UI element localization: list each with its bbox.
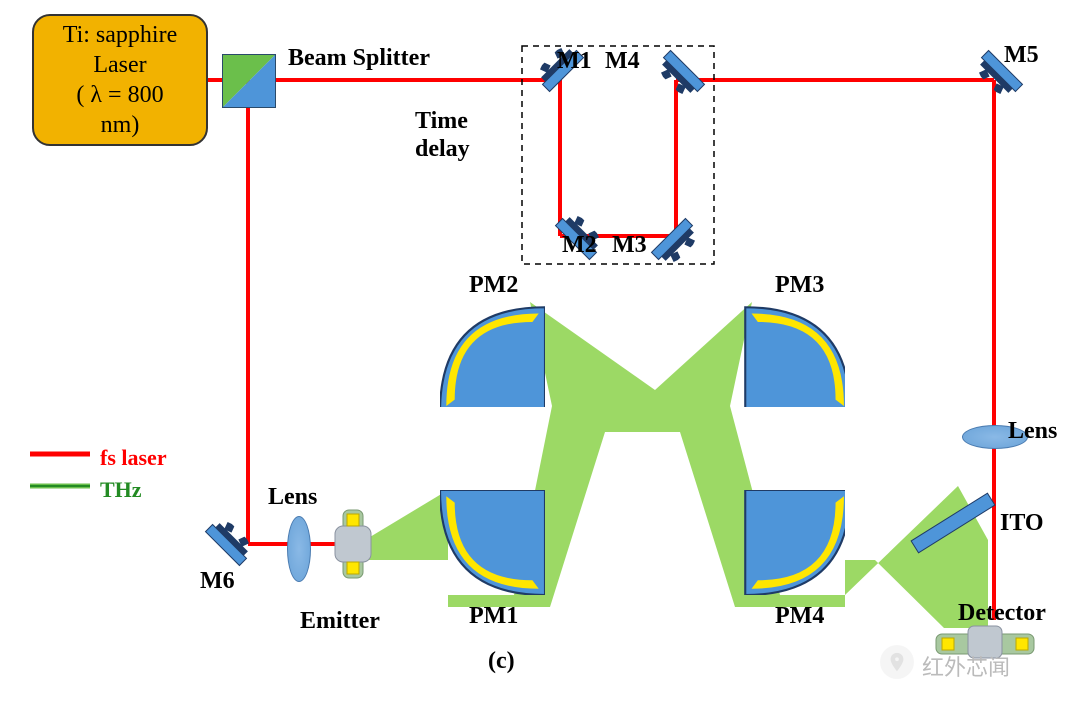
emitter — [333, 504, 373, 589]
label-m1: M1 — [557, 48, 592, 76]
lens-emitter — [287, 516, 311, 582]
label-lens1: Lens — [268, 484, 317, 512]
laser-beams — [208, 80, 994, 620]
parabolic-mirror-pm2 — [440, 302, 545, 407]
label-emitter: Emitter — [300, 608, 380, 636]
label-time-delay: Time delay — [415, 108, 470, 163]
figure-label: (c) — [488, 648, 515, 676]
label-m5: M5 — [1004, 42, 1039, 70]
watermark-text: 红外芯闻 — [922, 650, 1010, 682]
parabolic-mirror-pm4 — [740, 490, 845, 595]
source-line1: Ti: sapphire — [63, 22, 177, 48]
source-line3: ( λ = 800 — [76, 82, 163, 108]
parabolic-mirror-pm3 — [740, 302, 845, 407]
label-beam-splitter: Beam Splitter — [288, 45, 430, 73]
parabolic-mirror-pm1 — [440, 490, 545, 595]
beam-splitter — [222, 54, 276, 108]
legend-fs-label: fs laser — [100, 445, 167, 471]
label-pm2: PM2 — [469, 272, 518, 300]
source-line2: Laser — [93, 52, 146, 78]
label-detector: Detector — [958, 600, 1046, 628]
label-m4: M4 — [605, 48, 640, 76]
label-m3: M3 — [612, 232, 647, 260]
label-m2: M2 — [562, 232, 597, 260]
watermark-icon — [880, 645, 914, 679]
label-pm4: PM4 — [775, 603, 824, 631]
label-ito: ITO — [1000, 510, 1044, 538]
label-pm3: PM3 — [775, 272, 824, 300]
label-pm1: PM1 — [469, 603, 518, 631]
legend-thz-label: THz — [100, 477, 142, 503]
label-lens2: Lens — [1008, 418, 1057, 446]
source-line4: nm) — [101, 112, 140, 138]
label-m6: M6 — [200, 568, 235, 596]
laser-source: Ti: sapphire Laser ( λ = 800 nm) — [32, 14, 208, 146]
